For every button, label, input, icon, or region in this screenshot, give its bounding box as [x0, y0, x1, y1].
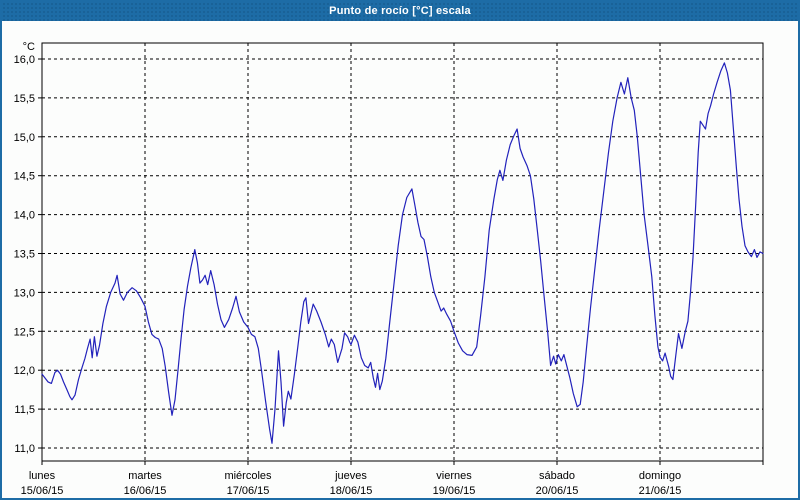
day-date-label: 20/06/15	[536, 485, 579, 497]
y-tick-label: 11,0	[14, 443, 35, 455]
y-tick-label: 13,5	[14, 249, 35, 261]
day-name-label: domingo	[639, 470, 681, 482]
day-date-label: 19/06/15	[433, 485, 476, 497]
y-tick-label: 11,5	[14, 404, 35, 416]
y-tick-label: 13,0	[14, 287, 35, 299]
day-date-label: 21/06/15	[639, 485, 682, 497]
day-date-label: 18/06/15	[330, 485, 373, 497]
y-tick-label: 15,5	[14, 93, 35, 105]
y-tick-label: 14,5	[14, 171, 35, 183]
day-date-label: 15/06/15	[21, 485, 64, 497]
y-tick-label: 12,5	[14, 326, 35, 338]
day-date-label: 17/06/15	[227, 485, 270, 497]
y-tick-label: 12,0	[14, 365, 35, 377]
day-name-label: viernes	[436, 470, 472, 482]
day-name-label: martes	[128, 470, 162, 482]
day-name-label: miércoles	[224, 470, 272, 482]
page-title: Punto de rocío [°C] escala	[329, 5, 471, 17]
day-name-label: jueves	[334, 470, 367, 482]
day-name-label: lunes	[29, 470, 56, 482]
title-bar: Punto de rocío [°C] escala	[2, 2, 798, 21]
y-tick-label: 15,0	[14, 132, 35, 144]
y-tick-label: 16,0	[14, 54, 35, 66]
day-date-label: 16/06/15	[124, 485, 167, 497]
y-tick-label: 14,0	[14, 210, 35, 222]
dew-point-line	[41, 62, 764, 444]
plot-border	[41, 42, 764, 462]
day-name-label: sábado	[539, 470, 575, 482]
y-axis-unit-label: °C	[23, 41, 35, 53]
